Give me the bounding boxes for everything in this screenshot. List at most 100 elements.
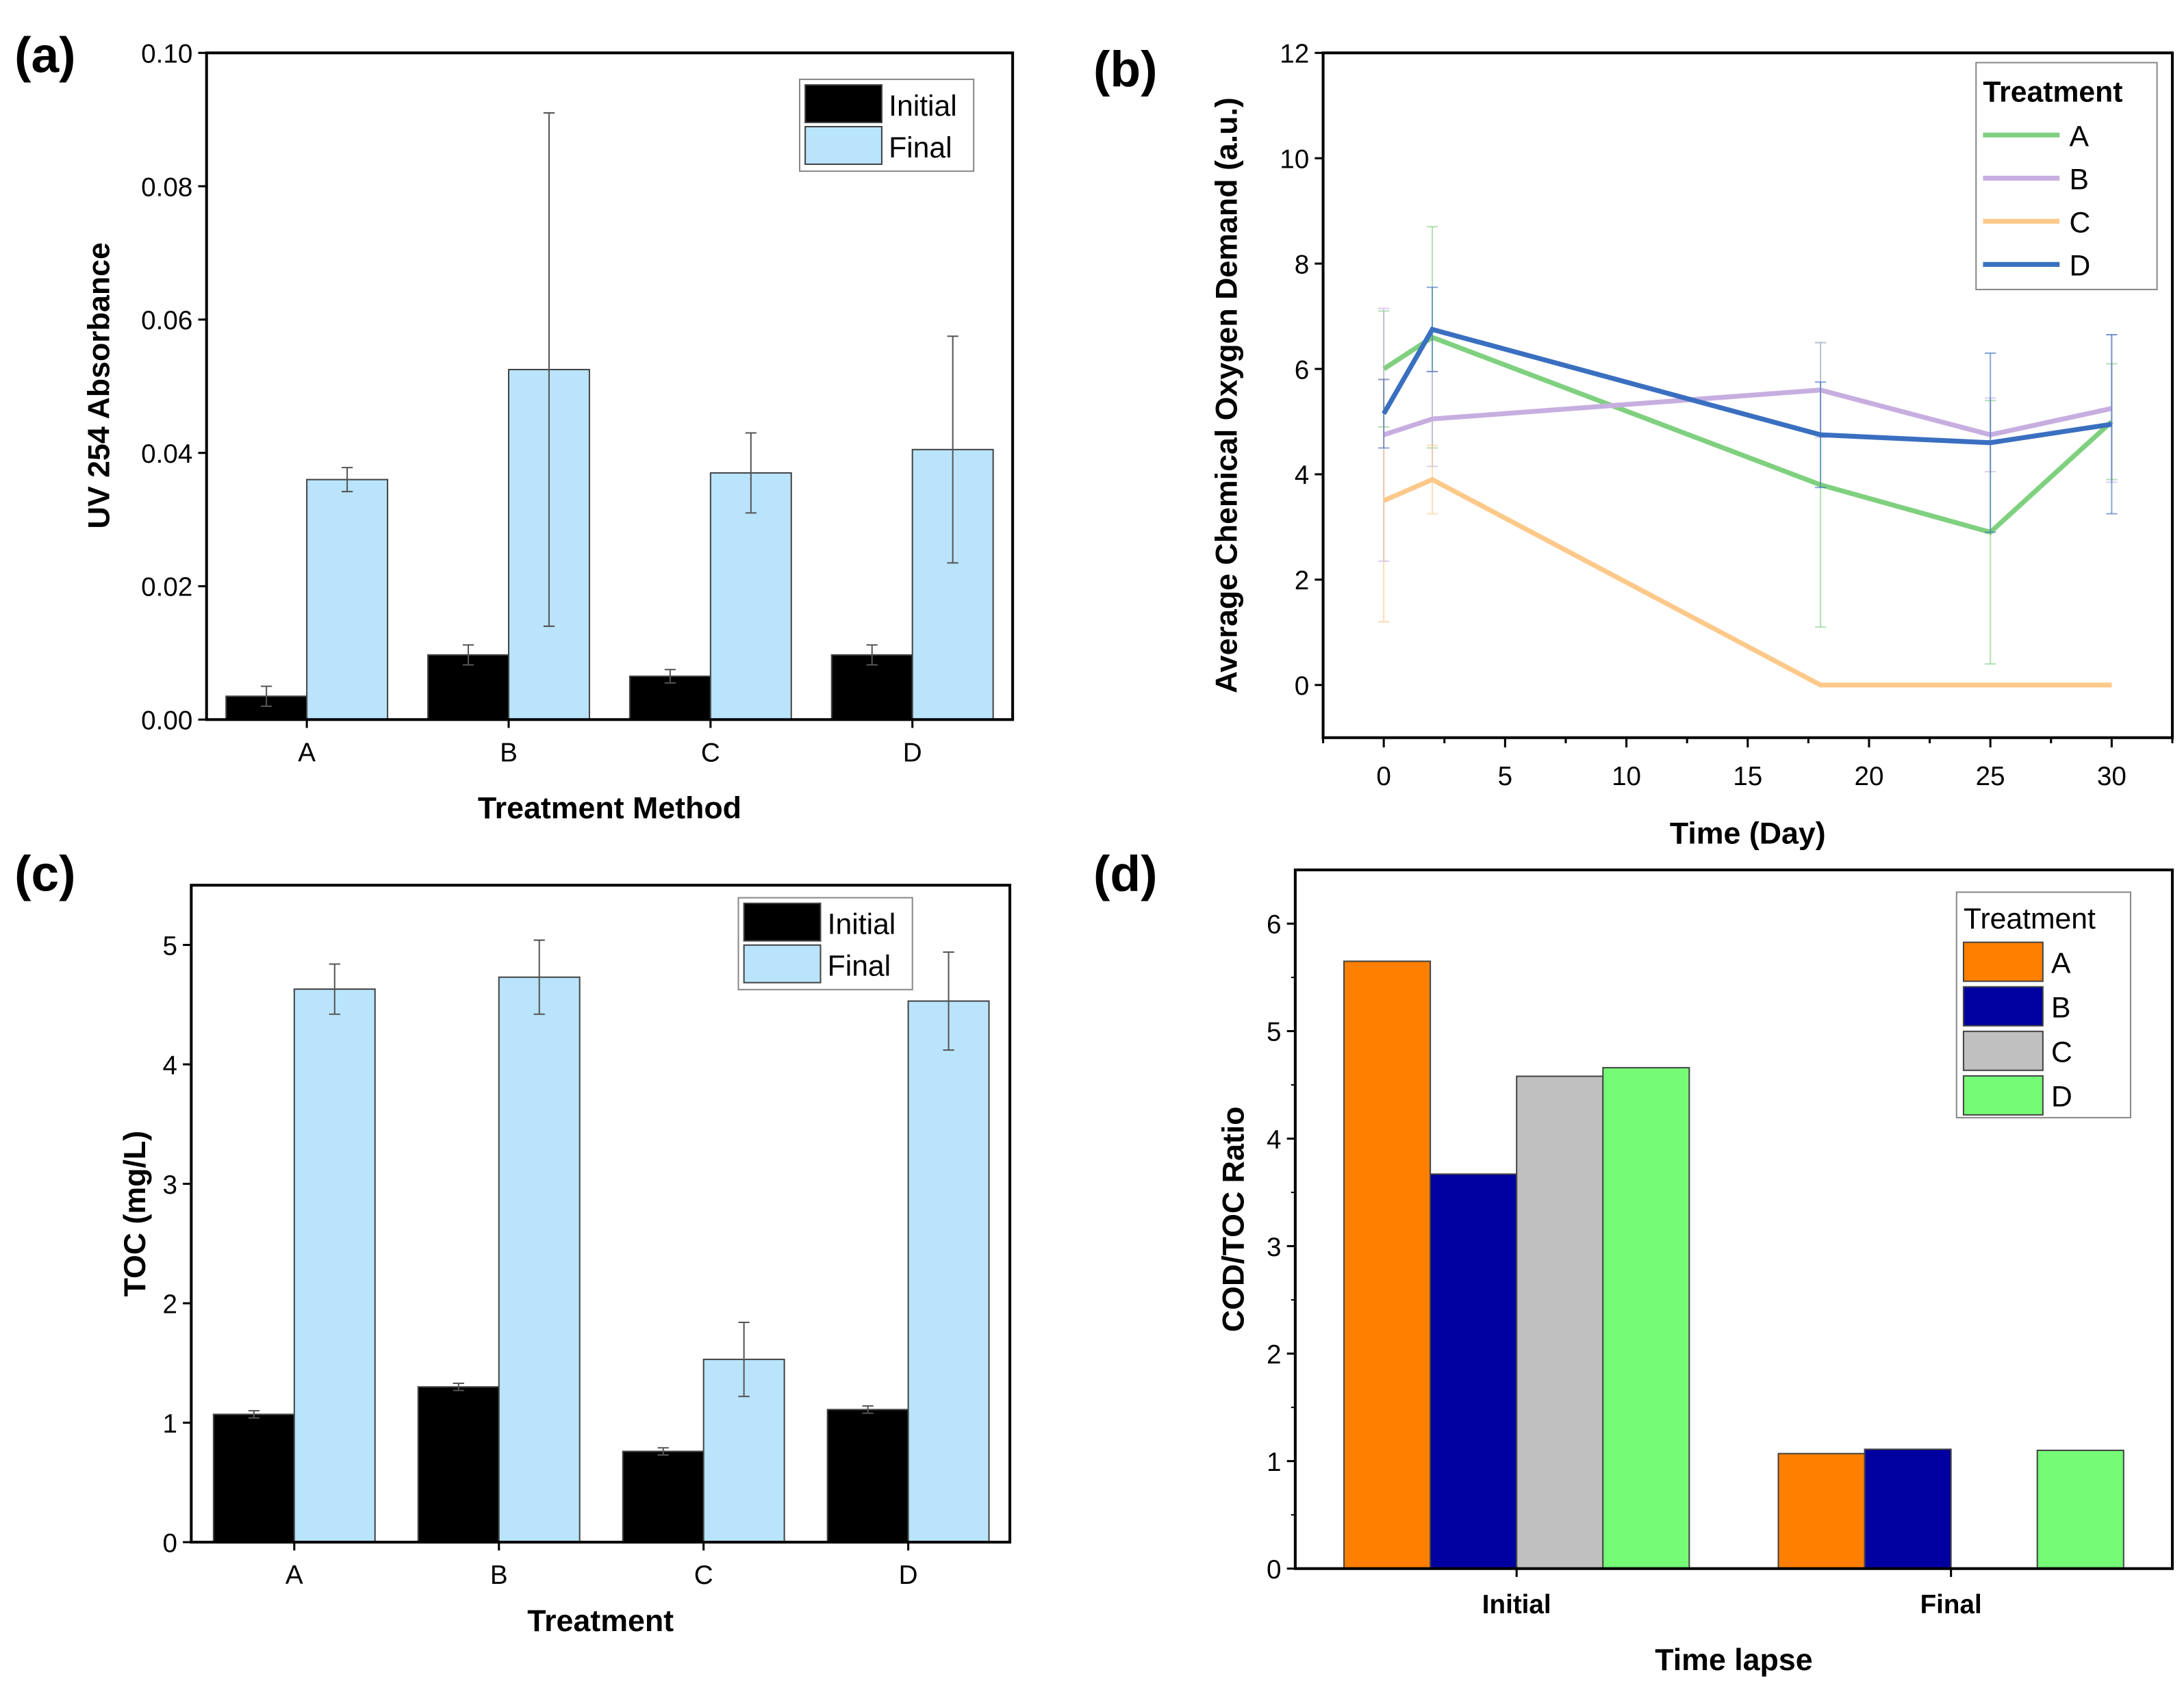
y-tick-label: 5 <box>1267 1018 1281 1047</box>
panel-label: (b) <box>1093 41 1157 97</box>
y-tick-label: 4 <box>163 1051 177 1080</box>
bar-D-Final <box>2036 1449 2124 1569</box>
y-tick-label: 1 <box>1267 1448 1281 1477</box>
bar-Initial-B <box>417 1386 500 1543</box>
y-tick-label: 1 <box>163 1409 177 1439</box>
y-tick-label: 5 <box>163 932 177 961</box>
bar-Final-B <box>498 976 581 1543</box>
y-tick-label: 0.10 <box>141 40 192 69</box>
y-tick-label: 4 <box>1267 1125 1281 1155</box>
plot-frame <box>205 51 1015 721</box>
y-tick-label: 3 <box>1267 1233 1281 1262</box>
legend-swatch-D <box>1962 1075 2044 1116</box>
y-tick-label: 0.00 <box>141 706 192 736</box>
bar-Final-A <box>306 478 389 721</box>
legend-label: C <box>2069 207 2090 240</box>
x-tick-label: Initial <box>1482 1590 1551 1619</box>
legend-swatch-B <box>1962 986 2044 1027</box>
x-axis-label: Treatment Method <box>478 792 741 825</box>
legend-label: A <box>2069 120 2089 153</box>
x-tick-label: 0 <box>1376 762 1391 791</box>
series-line-B <box>1383 387 2113 437</box>
bar-Final-A <box>293 988 376 1543</box>
y-tick-label: 0 <box>163 1528 177 1558</box>
legend-swatch-Initial <box>743 902 822 942</box>
legend-label: A <box>2051 947 2071 979</box>
legend-label: B <box>2069 164 2088 196</box>
x-axis-label: Time (Day) <box>1670 817 1826 850</box>
legend-swatch-A <box>1962 941 2044 982</box>
plot-frame <box>1293 868 2174 1570</box>
bar-Initial-D <box>826 1409 909 1543</box>
y-tick-label: 2 <box>163 1290 177 1319</box>
x-tick-label: C <box>701 738 720 767</box>
y-tick-label: 6 <box>1267 910 1281 940</box>
x-tick-label: D <box>903 738 922 767</box>
bar-B-Final <box>1864 1448 1952 1569</box>
y-tick-label: 4 <box>1295 461 1309 490</box>
bar-Final-D <box>907 1000 990 1543</box>
y-axis-label: TOC (mg/L) <box>118 1131 152 1297</box>
y-tick-label: 3 <box>163 1170 177 1200</box>
legend-swatch-Final <box>743 944 822 984</box>
panel-label: (d) <box>1093 845 1157 901</box>
x-tick-label: 25 <box>1976 762 2005 791</box>
x-axis-label: Treatment <box>527 1604 674 1638</box>
bar-B-Initial <box>1430 1173 1518 1569</box>
legend-swatch-Final <box>804 126 883 165</box>
y-axis-label: UV 254 Absorbance <box>82 242 116 528</box>
y-tick-label: 2 <box>1295 566 1309 595</box>
panel-label: (a) <box>14 27 75 84</box>
bar-D-Initial <box>1602 1066 1690 1569</box>
x-tick-label: B <box>490 1561 508 1590</box>
y-tick-label: 0.08 <box>141 172 192 202</box>
bar-Final-C <box>709 472 792 721</box>
y-tick-label: 10 <box>1280 144 1309 174</box>
x-tick-label: A <box>298 738 316 767</box>
legend-label: Final <box>828 949 891 982</box>
x-tick-label: 20 <box>1854 762 1883 791</box>
legend-title: Treatment <box>1964 902 2096 935</box>
y-tick-label: 8 <box>1295 250 1309 279</box>
legend-swatch-C <box>1962 1030 2044 1071</box>
legend-label: B <box>2051 991 2070 1024</box>
plot-frame <box>1321 51 2174 739</box>
x-tick-label: A <box>285 1561 303 1590</box>
legend-label: D <box>2051 1081 2072 1114</box>
plot-frame <box>190 884 1012 1544</box>
bar-Initial-C <box>622 1450 704 1543</box>
x-tick-label: 15 <box>1733 762 1762 791</box>
y-tick-label: 0.06 <box>141 306 192 335</box>
legend-label: Initial <box>889 90 957 123</box>
legend-label: Initial <box>828 908 896 940</box>
x-tick-label: 30 <box>2097 762 2126 791</box>
y-tick-label: 12 <box>1280 40 1309 69</box>
legend-label: C <box>2051 1036 2072 1069</box>
legend-label: Final <box>889 131 952 164</box>
bar-C-Initial <box>1516 1075 1604 1569</box>
y-tick-label: 0 <box>1295 671 1309 701</box>
y-axis-label: COD/TOC Ratio <box>1217 1107 1251 1333</box>
y-tick-label: 2 <box>1267 1340 1281 1370</box>
legend-label: D <box>2069 250 2090 283</box>
x-tick-label: D <box>899 1561 918 1590</box>
bar-A-Final <box>1777 1452 1866 1569</box>
x-tick-label: C <box>694 1561 713 1590</box>
bar-Initial-A <box>212 1413 295 1543</box>
series-line-D <box>1382 326 2112 446</box>
legend-title: Treatment <box>1983 75 2122 108</box>
y-tick-label: 0 <box>1267 1555 1281 1585</box>
bar-A-Initial <box>1343 960 1432 1569</box>
series-line-C <box>1382 476 2112 688</box>
x-tick-label: 5 <box>1498 762 1512 791</box>
x-tick-label: B <box>500 738 518 767</box>
x-axis-label: Time lapse <box>1655 1643 1812 1677</box>
y-tick-label: 0.04 <box>141 439 192 469</box>
bar-Initial-D <box>830 654 913 721</box>
y-tick-label: 6 <box>1295 355 1309 385</box>
panel-label: (c) <box>14 845 75 901</box>
x-tick-label: Final <box>1920 1590 1982 1619</box>
legend-swatch-Initial <box>804 84 883 123</box>
x-tick-label: 10 <box>1612 762 1641 791</box>
